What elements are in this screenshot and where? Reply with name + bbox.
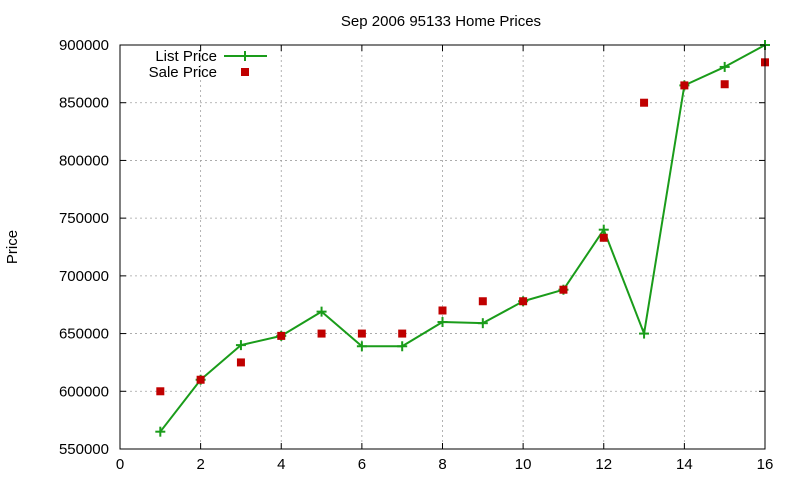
data-point-sale-price	[478, 297, 487, 306]
x-tick-label: 2	[196, 456, 204, 473]
legend-label-sale-price: Sale Price	[149, 64, 217, 81]
series-list-price	[155, 40, 770, 437]
data-point-sale-price	[277, 331, 286, 340]
x-tick-label: 14	[676, 456, 693, 473]
legend-label-list-price: List Price	[155, 48, 217, 65]
data-point-sale-price	[438, 306, 447, 315]
legend-marker-sale-price	[241, 68, 249, 76]
x-tick-label: 12	[595, 456, 612, 473]
data-point-sale-price	[317, 329, 326, 338]
data-point-list-price	[155, 426, 166, 437]
data-point-sale-price	[196, 375, 205, 384]
x-tick-label: 4	[277, 456, 285, 473]
series-sale-price	[156, 58, 769, 396]
data-point-sale-price	[720, 80, 729, 89]
y-tick-label: 600000	[59, 383, 109, 400]
x-tick-label: 16	[757, 456, 774, 473]
data-point-sale-price	[236, 358, 245, 367]
data-point-list-price	[316, 306, 327, 317]
y-tick-label: 900000	[59, 37, 109, 54]
series-group	[155, 40, 770, 437]
data-point-sale-price	[599, 233, 608, 242]
data-point-sale-price	[640, 98, 649, 107]
legend-marker-list-price	[240, 51, 250, 61]
x-tick-label: 10	[515, 456, 532, 473]
plot-frame	[119, 44, 766, 450]
x-tick-label: 8	[438, 456, 446, 473]
y-tick-label: 700000	[59, 268, 109, 285]
data-point-sale-price	[680, 81, 689, 90]
data-point-sale-price	[519, 297, 528, 306]
data-point-list-price	[598, 224, 609, 235]
data-point-sale-price	[398, 329, 407, 338]
data-point-sale-price	[357, 329, 366, 338]
y-tick-label: 850000	[59, 95, 109, 112]
x-tick-label: 6	[358, 456, 366, 473]
y-tick-label: 650000	[59, 326, 109, 343]
y-tick-label: 750000	[59, 210, 109, 227]
data-point-list-price	[719, 61, 730, 72]
y-tick-label: 550000	[59, 441, 109, 458]
chart-title: Sep 2006 95133 Home Prices	[341, 13, 541, 30]
data-point-sale-price	[156, 387, 165, 396]
data-point-list-price	[437, 317, 448, 328]
data-point-list-price	[356, 341, 367, 352]
x-tick-label: 0	[116, 456, 124, 473]
axis-ticks: 0 2 4 6 8 10 12 14 16 550000 600000 650000 700000 750…	[59, 37, 773, 473]
data-point-sale-price	[559, 285, 568, 294]
data-point-list-price	[235, 340, 246, 351]
data-point-list-price	[639, 328, 650, 339]
y-axis-label: Price	[4, 230, 21, 264]
data-point-list-price	[397, 341, 408, 352]
data-point-list-price	[477, 318, 488, 329]
y-tick-label: 800000	[59, 152, 109, 169]
series-line-list-price	[159, 44, 766, 433]
grid	[120, 45, 765, 449]
